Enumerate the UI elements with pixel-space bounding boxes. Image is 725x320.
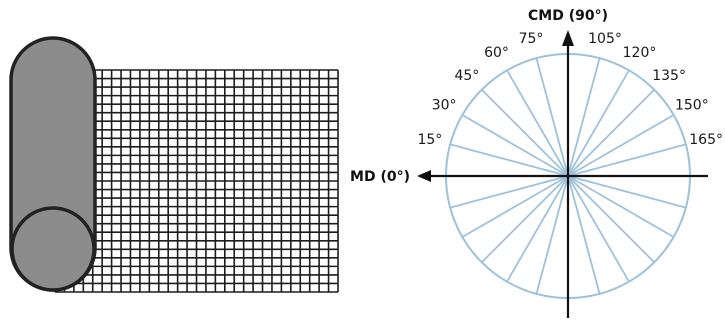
angle-label-15: 15°	[417, 132, 442, 148]
roll-end-cap	[10, 206, 96, 292]
angle-label-120: 120°	[623, 45, 657, 61]
mesh-grid	[54, 69, 339, 293]
angle-label-60: 60°	[484, 45, 509, 61]
md-arrowhead-icon	[417, 170, 431, 182]
angle-label-105: 105°	[588, 31, 622, 47]
angle-label-75: 75°	[519, 31, 544, 47]
cmd-axis-label: CMD (90°)	[528, 8, 608, 24]
polar-diagram: 15° 30° 45° 60° 75° 105°120° 135° 150° 165° MD (…	[350, 8, 723, 318]
angle-label-165: 165°	[689, 132, 723, 148]
angle-labels: 15° 30° 45° 60° 75° 105°120° 135° 150° 165°	[417, 31, 723, 148]
md-axis-label: MD (0°)	[350, 169, 410, 185]
angle-label-150: 150°	[675, 98, 709, 114]
roll-cylinder	[9, 36, 97, 292]
angle-label-30: 30°	[432, 98, 457, 114]
angle-label-45: 45°	[454, 68, 479, 84]
angle-label-135: 135°	[652, 68, 686, 84]
cmd-arrowhead-icon	[562, 30, 574, 46]
